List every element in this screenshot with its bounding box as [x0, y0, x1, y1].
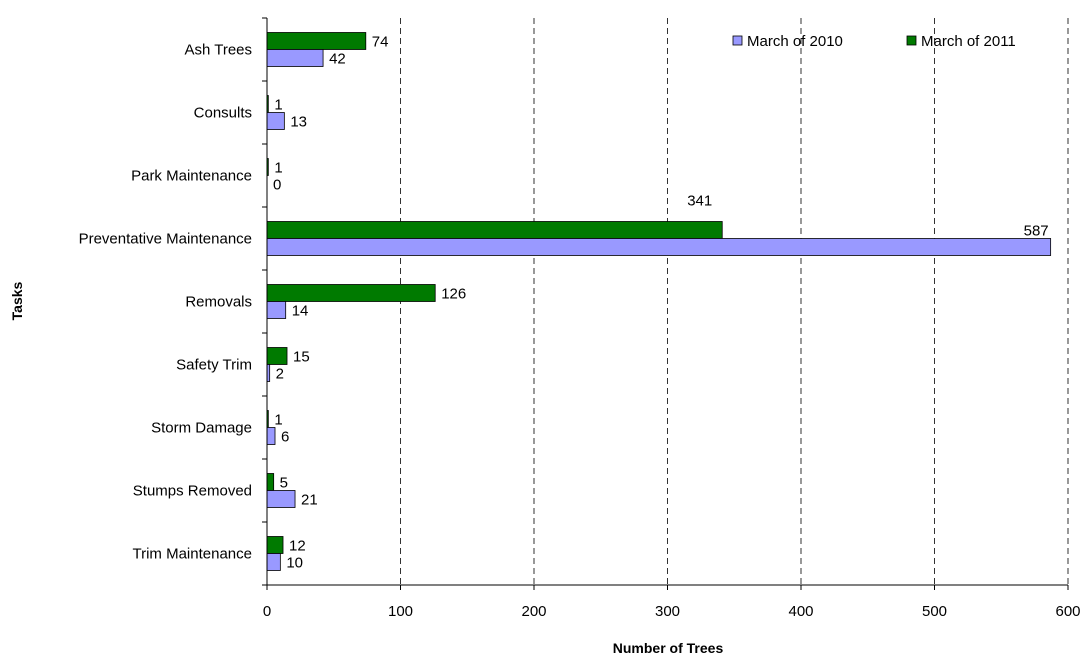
data-label-2011: 12 — [289, 538, 306, 555]
bar-march-2010 — [266, 553, 281, 571]
x-tick-label: 100 — [388, 603, 413, 620]
bar-march-2010 — [266, 49, 324, 67]
category-label: Preventative Maintenance — [79, 231, 252, 248]
data-label-2011: 1 — [274, 412, 282, 429]
bar-march-2010 — [266, 490, 296, 508]
category-label: Removals — [185, 294, 252, 311]
category-label: Safety Trim — [176, 357, 252, 374]
bar-march-2010 — [266, 238, 1052, 256]
legend-label-2010: March of 2010 — [747, 33, 843, 50]
category-label: Ash Trees — [184, 42, 252, 59]
data-label-2011: 74 — [372, 34, 389, 51]
bar-march-2011 — [266, 284, 436, 302]
axes — [266, 18, 1068, 586]
bar-march-2011 — [266, 221, 723, 239]
bar-march-2011 — [266, 536, 284, 554]
category-label: Park Maintenance — [131, 168, 252, 185]
data-label-2011: 15 — [293, 349, 310, 366]
bar-march-2010 — [266, 112, 285, 130]
data-label-2010: 2 — [276, 366, 284, 383]
y-axis-title: Tasks — [9, 281, 25, 320]
category-label: Consults — [194, 105, 252, 122]
gridlines — [262, 17, 1069, 590]
data-label-2010: 587 — [1024, 223, 1049, 240]
bar-march-2011 — [266, 347, 288, 365]
data-label-2010: 42 — [329, 51, 346, 68]
category-label: Trim Maintenance — [133, 546, 253, 563]
x-tick-label: 400 — [788, 603, 813, 620]
bar-march-2010 — [266, 301, 287, 319]
legend-swatch-2010 — [732, 35, 743, 46]
x-axis-title: Number of Trees — [613, 640, 724, 656]
data-label-2010: 10 — [286, 555, 303, 572]
bar-march-2011 — [266, 32, 367, 50]
x-tick-label: 200 — [521, 603, 546, 620]
legend: March of 2010 March of 2011 — [732, 33, 1016, 50]
category-label: Stumps Removed — [133, 483, 252, 500]
data-label-2010: 14 — [292, 303, 309, 320]
data-label-2010: 6 — [281, 429, 289, 446]
category-label: Storm Damage — [151, 420, 252, 437]
legend-swatch-2011 — [906, 35, 917, 46]
x-tick-label: 0 — [263, 603, 271, 620]
legend-label-2011: March of 2011 — [921, 33, 1016, 50]
data-label-2010: 21 — [301, 492, 318, 509]
bar-march-2011 — [266, 473, 275, 491]
bars — [266, 32, 1052, 571]
x-tick-label: 300 — [655, 603, 680, 620]
data-label-2011: 341 — [687, 193, 712, 210]
x-tick-label: 600 — [1055, 603, 1080, 620]
data-label-2011: 126 — [441, 286, 466, 303]
bar-march-2010 — [266, 427, 276, 445]
data-label-2011: 1 — [274, 160, 282, 177]
data-label-2010: 0 — [273, 177, 281, 194]
data-label-2011: 5 — [280, 475, 288, 492]
data-label-2011: 1 — [274, 97, 282, 114]
data-label-2010: 13 — [290, 114, 307, 131]
x-tick-label: 500 — [922, 603, 947, 620]
